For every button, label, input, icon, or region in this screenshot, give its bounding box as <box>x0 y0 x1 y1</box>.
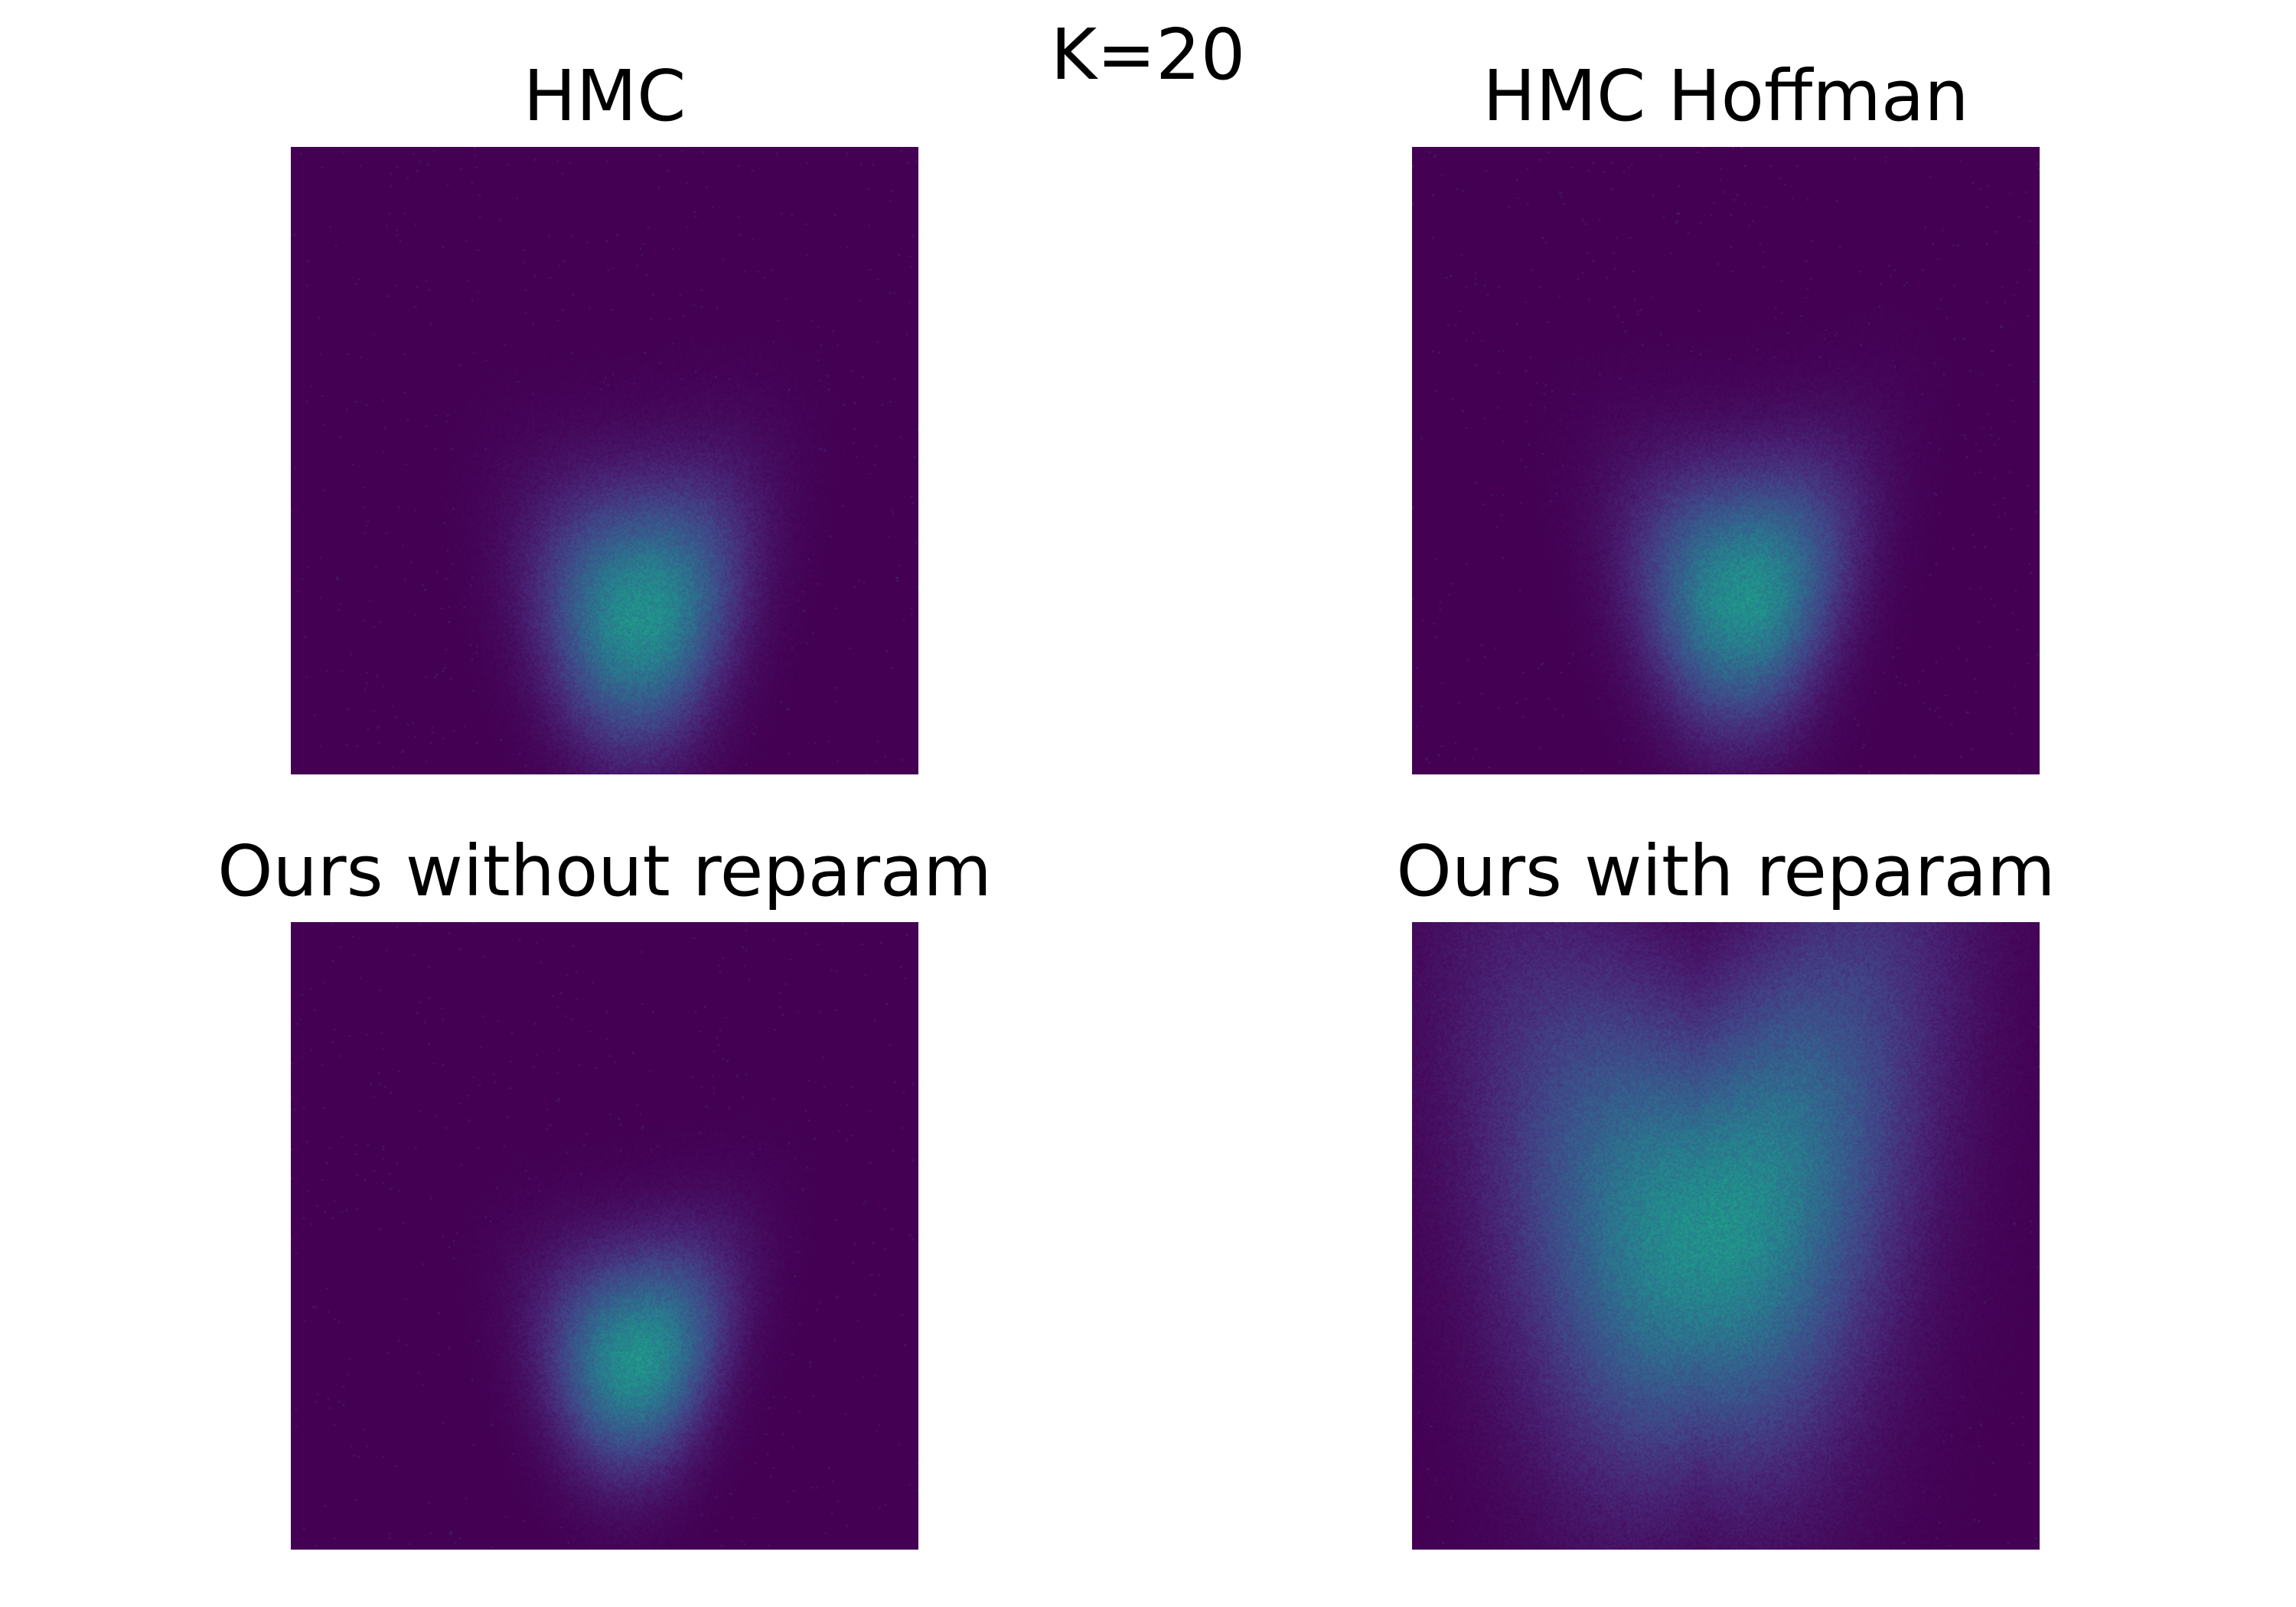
density-plot-ours-without-reparam <box>291 922 918 1550</box>
density-plot-hmc <box>291 147 918 774</box>
panel-title-ours-with-reparam: Ours with reparam <box>1396 830 2056 912</box>
figure-title: K=20 <box>1050 14 1246 96</box>
density-plot-ours-with-reparam <box>1412 922 2040 1550</box>
panel-ours-with-reparam: Ours with reparam <box>1396 836 2056 1550</box>
panel-title-hmc-hoffman: HMC Hoffman <box>1482 55 1969 137</box>
panel-title-hmc: HMC <box>523 55 687 137</box>
density-plot-hmc-hoffman <box>1412 147 2040 774</box>
panel-hmc-hoffman: HMC Hoffman <box>1412 61 2040 774</box>
panel-title-ours-without-reparam: Ours without reparam <box>217 830 992 912</box>
panel-ours-without-reparam: Ours without reparam <box>217 836 992 1550</box>
panel-hmc: HMC <box>291 61 918 774</box>
